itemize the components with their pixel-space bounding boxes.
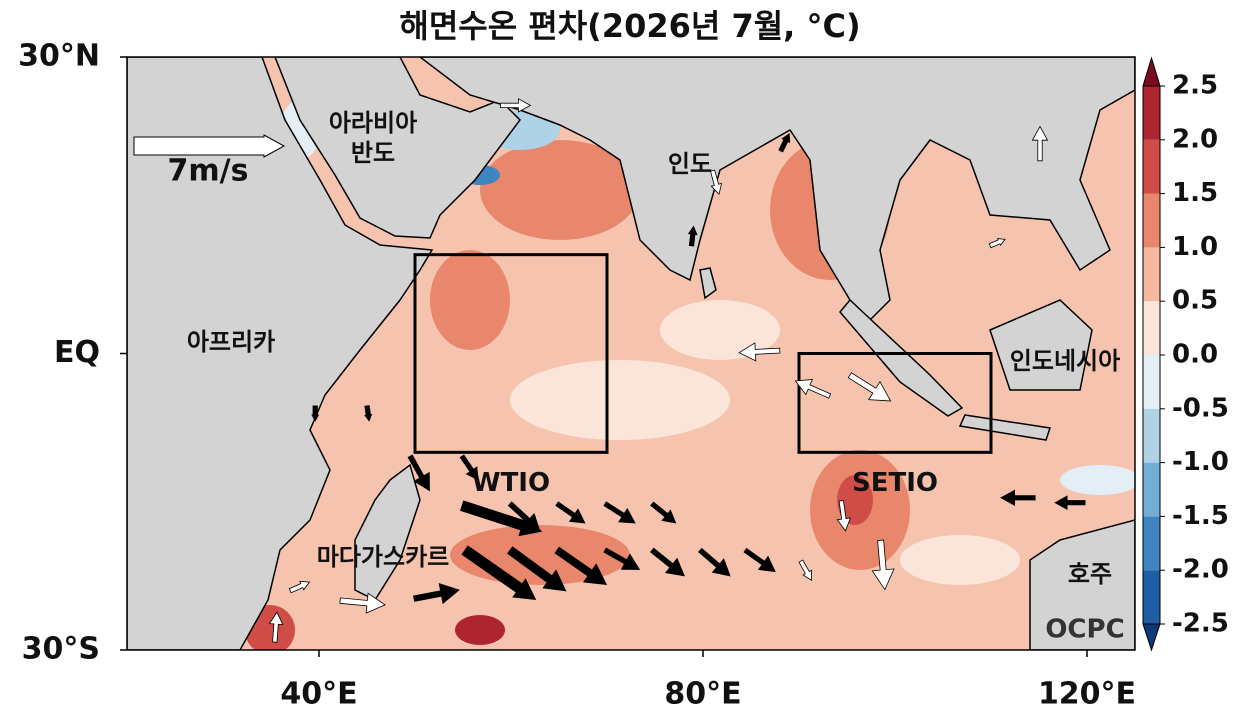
logo: OCPC — [1045, 615, 1124, 645]
wind-arrow — [687, 225, 698, 247]
australia — [1029, 519, 1135, 650]
land — [127, 57, 1135, 650]
wind-arrow — [461, 545, 537, 600]
colorbar-label: -1.5 — [1172, 501, 1229, 531]
lon-label: 120°E — [1038, 677, 1136, 712]
colorbar-label: -2.0 — [1172, 555, 1229, 585]
wind-arrow — [710, 169, 723, 196]
colorbar-label: -1.0 — [1172, 447, 1229, 477]
sri-lanka — [699, 267, 717, 300]
colorbar-band — [1143, 462, 1160, 517]
box-label: WTIO — [472, 468, 550, 498]
wind-arrow — [364, 405, 373, 422]
colorbar-label: 2.5 — [1172, 71, 1218, 101]
wind-reference-label: 7m/s — [168, 154, 249, 189]
wind-arrow — [133, 134, 286, 158]
region-label: 인도 — [668, 150, 712, 178]
wind-arrow — [836, 500, 852, 532]
lat-label: EQ — [54, 335, 100, 370]
lat-label: 30°N — [18, 39, 100, 74]
lat-label: 30°S — [22, 632, 100, 667]
wind-arrow — [650, 501, 677, 524]
colorbar-band — [1143, 570, 1160, 624]
wind-arrow — [603, 501, 636, 524]
wind-arrow — [288, 580, 311, 594]
colorbar-band — [1143, 139, 1160, 194]
colorbar-band — [1143, 86, 1160, 140]
wind-arrow — [268, 611, 284, 643]
region-label: 아라비아 — [329, 109, 417, 137]
wind-arrow — [499, 98, 532, 113]
wind-arrow — [507, 546, 567, 592]
wind-arrow — [871, 539, 895, 591]
wind-arrow — [1054, 495, 1086, 510]
wind-arrow — [698, 547, 731, 577]
wind-arrow — [743, 547, 776, 573]
lon-label: 40°E — [280, 677, 357, 712]
wind-arrow — [311, 405, 320, 422]
region-box — [413, 253, 609, 454]
wind-arrow — [650, 547, 685, 577]
colorbar-label: 1.5 — [1172, 178, 1218, 208]
region-label: 반도 — [351, 139, 395, 167]
wind-arrow — [555, 501, 586, 524]
wind-arrow — [798, 559, 812, 582]
lon-label: 80°E — [664, 677, 741, 712]
wind-arrow — [1031, 125, 1049, 162]
colorbar-label: 0.5 — [1172, 286, 1218, 316]
title: 해면수온 편차(2026년 7월, °C) — [399, 7, 860, 45]
wind-arrow — [413, 583, 460, 605]
wind-arrow — [778, 132, 791, 153]
region-label: 아프리카 — [187, 328, 275, 356]
sumatra — [839, 298, 964, 417]
borneo — [989, 299, 1093, 391]
wind-arrow — [339, 592, 386, 614]
colorbar-extend — [1142, 623, 1161, 652]
colorbar-band — [1143, 355, 1160, 409]
colorbar-label: 1.0 — [1172, 232, 1218, 262]
region-label: 인도네시아 — [1010, 347, 1120, 375]
wind-arrow — [738, 342, 781, 362]
colorbar-band — [1143, 301, 1160, 355]
africa — [127, 57, 434, 650]
region-label: 마다가스카르 — [317, 543, 449, 571]
colorbar-band — [1143, 408, 1160, 463]
wind-arrow — [794, 379, 832, 399]
colorbar-label: -0.5 — [1172, 393, 1229, 423]
wind-arrow — [459, 454, 479, 481]
wind-arrow — [407, 454, 430, 492]
colorbar-band — [1143, 193, 1160, 248]
region-box — [797, 352, 993, 454]
colorbar-band — [1143, 516, 1160, 571]
box-label: SETIO — [852, 468, 938, 498]
arabia — [274, 57, 521, 239]
region-label: 호주 — [1068, 560, 1112, 588]
colorbar-label: -2.5 — [1172, 609, 1229, 639]
colorbar-band — [1143, 247, 1160, 302]
wind-arrow — [554, 546, 608, 585]
wind-arrow — [1000, 489, 1036, 506]
colorbar-label: 2.0 — [1172, 124, 1218, 154]
java — [958, 414, 1051, 441]
wind-arrow — [603, 547, 641, 570]
wind-arrow — [847, 372, 892, 402]
colorbar-label: 0.0 — [1172, 340, 1218, 370]
wind-arrow — [988, 238, 1006, 249]
colorbar-extend — [1142, 56, 1161, 87]
wind-arrow — [507, 501, 541, 533]
